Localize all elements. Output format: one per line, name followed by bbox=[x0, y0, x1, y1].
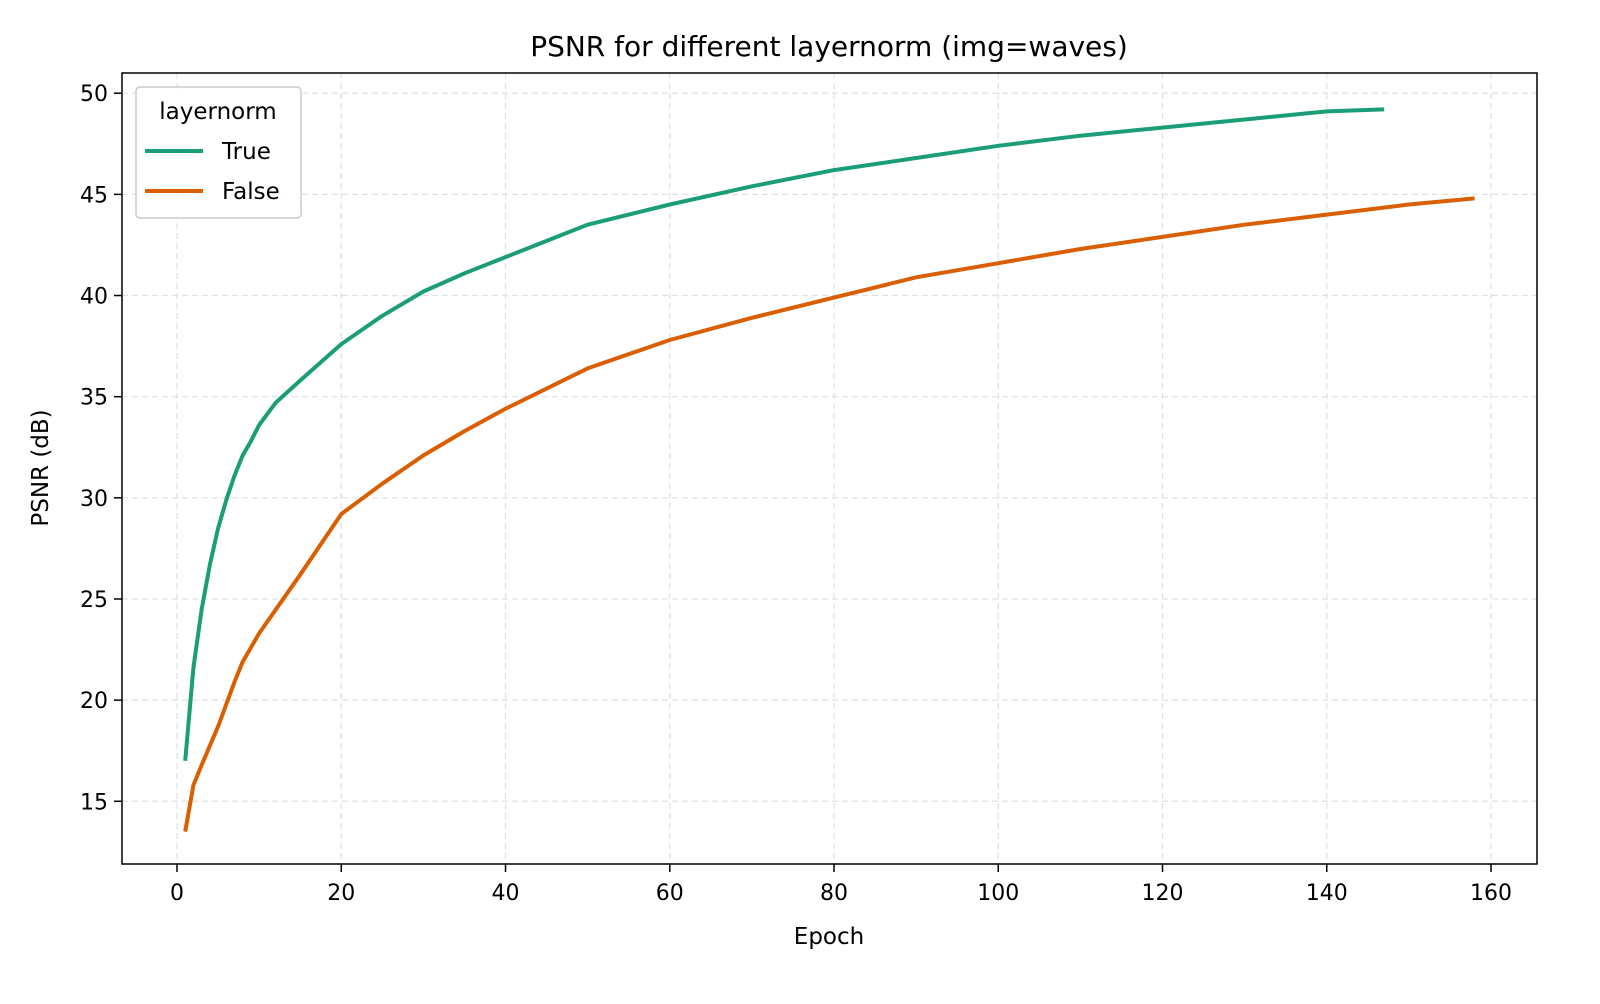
y-tick-label: 20 bbox=[80, 689, 108, 714]
x-tick-label: 60 bbox=[656, 881, 684, 906]
legend-title: layernorm bbox=[159, 99, 276, 125]
x-axis: 0 20 40 60 80 100 120 140 160 bbox=[170, 864, 1512, 906]
x-tick-label: 40 bbox=[492, 881, 520, 906]
legend-label-true: True bbox=[221, 139, 271, 165]
y-tick-label: 25 bbox=[80, 588, 108, 613]
legend-label-false: False bbox=[222, 179, 280, 205]
chart-title: PSNR for different layernorm (img=waves) bbox=[530, 30, 1128, 63]
legend: layernorm True False bbox=[135, 86, 302, 219]
x-tick-label: 140 bbox=[1306, 881, 1348, 906]
legend-box bbox=[135, 86, 302, 219]
y-tick-label: 35 bbox=[80, 386, 108, 411]
y-axis-label: PSNR (dB) bbox=[28, 409, 54, 526]
x-tick-label: 100 bbox=[977, 881, 1019, 906]
series-lines bbox=[183, 107, 1475, 832]
x-tick-label: 160 bbox=[1470, 881, 1512, 906]
x-tick-label: 20 bbox=[327, 881, 355, 906]
grid bbox=[122, 73, 1537, 864]
x-tick-label: 120 bbox=[1142, 881, 1184, 906]
x-axis-label: Epoch bbox=[794, 924, 864, 950]
y-axis: 15 20 25 30 35 40 45 50 bbox=[80, 82, 122, 815]
x-tick-label: 0 bbox=[170, 881, 184, 906]
series-line-true bbox=[183, 107, 1385, 761]
y-tick-label: 50 bbox=[80, 82, 108, 107]
series-line-false bbox=[183, 196, 1475, 832]
x-tick-label: 80 bbox=[820, 881, 848, 906]
y-tick-label: 45 bbox=[80, 183, 108, 208]
y-tick-label: 40 bbox=[80, 285, 108, 310]
y-tick-label: 30 bbox=[80, 487, 108, 512]
plot-frame bbox=[121, 72, 1538, 865]
y-tick-label: 15 bbox=[80, 790, 108, 815]
